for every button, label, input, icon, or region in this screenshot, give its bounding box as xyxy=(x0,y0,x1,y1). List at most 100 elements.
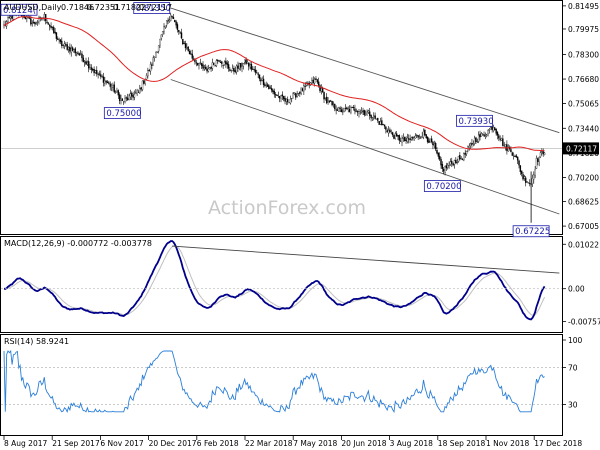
candle-body xyxy=(246,61,249,64)
candle-body xyxy=(121,98,124,101)
candle-body xyxy=(31,22,33,24)
candle-body xyxy=(143,80,145,84)
candle-body xyxy=(436,150,438,154)
date-tick-label: 21 Sep 2017 xyxy=(52,439,100,448)
candle-body xyxy=(514,155,516,157)
candle-body xyxy=(49,25,51,27)
candle-body xyxy=(168,19,171,21)
current-price-label: 0.72117 xyxy=(566,144,597,153)
candle-body xyxy=(152,57,154,66)
date-tick-label: 6 Feb 2018 xyxy=(197,439,239,448)
macd-trendline xyxy=(172,245,560,274)
candle-body xyxy=(537,158,539,162)
candle-body xyxy=(484,135,487,137)
candle-body xyxy=(434,143,437,150)
candle-body xyxy=(438,155,441,160)
candle-body xyxy=(125,97,128,99)
candle-body xyxy=(278,95,281,99)
candle-body xyxy=(334,103,336,110)
candle-body xyxy=(440,159,442,166)
candle-body xyxy=(369,111,371,116)
price-header-close: 0.72117 xyxy=(139,3,172,12)
candle-body xyxy=(129,93,132,98)
candle-body xyxy=(114,91,117,93)
candle-body xyxy=(328,100,331,103)
candle-body xyxy=(261,78,263,81)
candle-body xyxy=(32,21,35,23)
candle-body xyxy=(54,31,56,34)
date-tick-label: 7 May 2018 xyxy=(293,439,337,448)
macd-plot xyxy=(1,240,562,321)
candle-body xyxy=(468,145,470,149)
candle-body xyxy=(235,65,238,73)
moving-average-line xyxy=(3,16,545,152)
candle-body xyxy=(475,137,477,142)
candle-body xyxy=(211,62,214,69)
candle-body xyxy=(183,42,185,44)
candle-body xyxy=(227,64,230,69)
candle-body xyxy=(122,101,125,103)
candle-body xyxy=(371,117,374,119)
candle-body xyxy=(273,91,275,95)
candle-body xyxy=(358,111,360,114)
date-tick-label: 8 Aug 2017 xyxy=(4,439,47,448)
candle-body xyxy=(200,63,203,66)
date-axis: 8 Aug 2017 21 Sep 2017 6 Nov 2017 20 Dec 20… xyxy=(3,436,582,448)
candle-body xyxy=(534,169,536,176)
candle-body xyxy=(269,87,271,89)
candle-body xyxy=(420,137,422,139)
candle-body xyxy=(412,136,414,139)
candle-body xyxy=(406,137,409,142)
candle-body xyxy=(265,84,267,86)
rsi-header: RSI(14) 58.9241 xyxy=(4,337,69,346)
candle-body xyxy=(92,69,94,71)
candle-body xyxy=(377,118,379,121)
rsi-tick-label: 70 xyxy=(568,364,578,373)
candle-body xyxy=(390,131,392,133)
candle-body xyxy=(291,97,293,99)
candle-body xyxy=(535,158,538,169)
candle-body xyxy=(398,135,401,141)
candle-body xyxy=(239,63,242,68)
candle-body xyxy=(89,67,91,70)
candle-body xyxy=(421,136,423,138)
candle-body xyxy=(132,95,134,98)
candle-body xyxy=(330,100,332,102)
candle-body xyxy=(399,140,402,142)
candle-body xyxy=(383,124,386,127)
candle-body xyxy=(196,63,199,66)
candle-body xyxy=(460,157,462,159)
candle-body xyxy=(504,143,507,147)
candle-body xyxy=(320,88,323,92)
candle-body xyxy=(256,72,258,74)
candle-body xyxy=(100,74,102,77)
candle-body xyxy=(495,129,497,134)
candle-body xyxy=(94,70,97,73)
candle-body xyxy=(180,32,183,39)
candle-body xyxy=(526,181,528,183)
candle-body xyxy=(276,95,278,96)
candle-body xyxy=(217,60,219,62)
rsi-axis: 100 70 30 xyxy=(562,336,583,409)
candle-body xyxy=(339,107,341,109)
candle-body xyxy=(502,138,504,146)
candle-body xyxy=(426,136,429,142)
candle-body xyxy=(304,85,306,87)
candle-body xyxy=(280,94,282,99)
candle-body xyxy=(456,162,458,164)
candle-body xyxy=(342,111,344,113)
candle-body xyxy=(51,26,54,28)
candle-body xyxy=(453,160,456,165)
candle-body xyxy=(457,155,460,162)
candle-body xyxy=(206,68,208,72)
candle-body xyxy=(533,174,535,180)
candle-body xyxy=(459,154,461,160)
candle-body xyxy=(422,131,425,138)
candle-body xyxy=(274,94,277,96)
candle-body xyxy=(74,48,76,54)
rsi-tick-label: 100 xyxy=(568,336,583,345)
candlesticks xyxy=(3,5,546,223)
candle-body xyxy=(486,134,488,136)
price-header-low: 0.71822 xyxy=(113,3,146,12)
rsi-plot xyxy=(1,349,562,414)
